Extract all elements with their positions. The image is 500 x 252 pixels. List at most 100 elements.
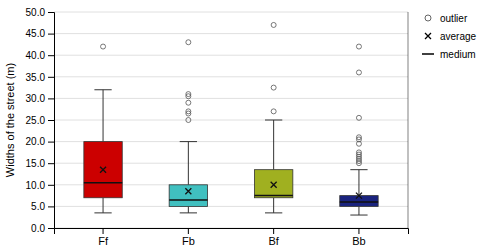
legend-item: medium <box>422 49 476 60</box>
outlier <box>186 100 191 105</box>
x-tick-mark <box>103 228 104 234</box>
box-group <box>84 44 122 213</box>
grid-line <box>54 98 408 99</box>
y-tick: 10.0 <box>26 180 54 191</box>
mean-marker <box>100 167 106 173</box>
cap-lower <box>180 212 197 213</box>
outlier <box>356 150 361 155</box>
x-tick-label: Bb <box>352 235 365 247</box>
y-tick-mark <box>48 34 54 35</box>
y-tick-label: 0.0 <box>31 223 45 234</box>
y-tick: 20.0 <box>26 136 54 147</box>
mean-marker <box>271 182 277 188</box>
x-tick: Bb <box>352 228 365 247</box>
plot-frame <box>408 12 409 228</box>
legend-label: average <box>440 31 477 42</box>
box-group <box>340 44 378 215</box>
legend-label: outlier <box>440 13 468 24</box>
y-tick: 5.0 <box>31 201 54 212</box>
x-tick: Ff <box>98 228 109 247</box>
y-tick-label: 45.0 <box>26 28 46 39</box>
whisker-lower <box>188 206 189 212</box>
x-tick: Fb <box>182 228 195 247</box>
cap-lower <box>265 212 282 213</box>
outlier <box>271 109 276 114</box>
legend-symbol <box>425 15 431 21</box>
whisker-lower <box>358 206 359 215</box>
y-tick: 40.0 <box>26 50 54 61</box>
y-tick-label: 5.0 <box>31 201 45 212</box>
y-tick-label: 30.0 <box>26 93 46 104</box>
y-tick-label: 40.0 <box>26 50 46 61</box>
box <box>169 185 207 207</box>
grid-line <box>54 76 408 77</box>
median <box>169 199 207 201</box>
y-tick: 0.0 <box>31 223 54 234</box>
y-tick-mark <box>48 77 54 78</box>
y-tick: 15.0 <box>26 158 54 169</box>
y-tick-label: 20.0 <box>26 136 46 147</box>
x-tick-label: Ff <box>98 235 109 247</box>
mean-marker <box>185 188 191 194</box>
cap-lower <box>94 212 111 213</box>
whisker-upper <box>358 170 359 196</box>
legend-symbol <box>425 33 431 39</box>
cap-upper <box>265 120 282 121</box>
y-tick-mark <box>48 206 54 207</box>
median <box>340 201 378 203</box>
x-tick-label: Bf <box>268 235 279 247</box>
y-axis-title: Widths of the street (m) <box>4 63 16 177</box>
y-tick: 50.0 <box>26 7 54 18</box>
y-tick-mark <box>48 98 54 99</box>
plot: 0.0 5.0 10.0 15.0 20.0 25.0 30.0 35.0 40.0 45.0 50… <box>4 7 409 247</box>
y-tick-mark <box>48 120 54 121</box>
y-tick-label: 50.0 <box>26 7 46 18</box>
grid <box>54 12 408 228</box>
y-axis: 0.0 5.0 10.0 15.0 20.0 25.0 30.0 35.0 40.0 45.0 50… <box>26 7 55 234</box>
y-tick: 25.0 <box>26 115 54 126</box>
box <box>254 170 292 198</box>
cap-upper <box>350 169 367 170</box>
outlier <box>271 85 276 90</box>
x-tick-mark <box>188 228 189 234</box>
y-tick-mark <box>48 228 54 229</box>
x-axis-line <box>55 229 409 235</box>
mean-marker <box>356 193 362 199</box>
outlier <box>356 44 361 49</box>
x-tick-mark <box>358 228 359 234</box>
whisker-upper <box>273 120 274 170</box>
cap-upper <box>94 89 111 90</box>
grid-line <box>54 33 408 34</box>
grid-line <box>54 55 408 56</box>
chart: 0.0 5.0 10.0 15.0 20.0 25.0 30.0 35.0 40.0 45.0 50… <box>0 0 500 252</box>
outlier <box>356 70 361 75</box>
y-tick-label: 35.0 <box>26 72 46 83</box>
grid-line <box>54 12 408 13</box>
legend-symbol <box>422 53 434 55</box>
median <box>254 195 292 197</box>
outlier <box>356 135 361 140</box>
x-tick-mark <box>273 228 274 234</box>
legend-label: medium <box>440 49 476 60</box>
x-axis: Ff Fb Bf Bb <box>55 228 409 247</box>
y-tick-label: 15.0 <box>26 158 46 169</box>
x-tick: Bf <box>268 228 279 247</box>
grid-line <box>54 120 408 121</box>
outlier <box>356 115 361 120</box>
y-tick-label: 25.0 <box>26 115 46 126</box>
whisker-lower <box>103 198 104 213</box>
outlier <box>186 40 191 45</box>
y-tick-mark <box>48 142 54 143</box>
cap-lower <box>350 215 367 216</box>
box <box>340 196 378 207</box>
x-tick-label: Fb <box>182 235 195 247</box>
legend-item: outlier <box>425 13 468 24</box>
whisker-lower <box>273 198 274 213</box>
legend: outlier average medium <box>422 13 477 60</box>
outlier <box>186 109 191 114</box>
median <box>84 182 122 184</box>
box <box>84 142 122 198</box>
y-tick-label: 10.0 <box>26 180 46 191</box>
cap-upper <box>180 141 197 142</box>
y-tick-mark <box>48 12 54 13</box>
